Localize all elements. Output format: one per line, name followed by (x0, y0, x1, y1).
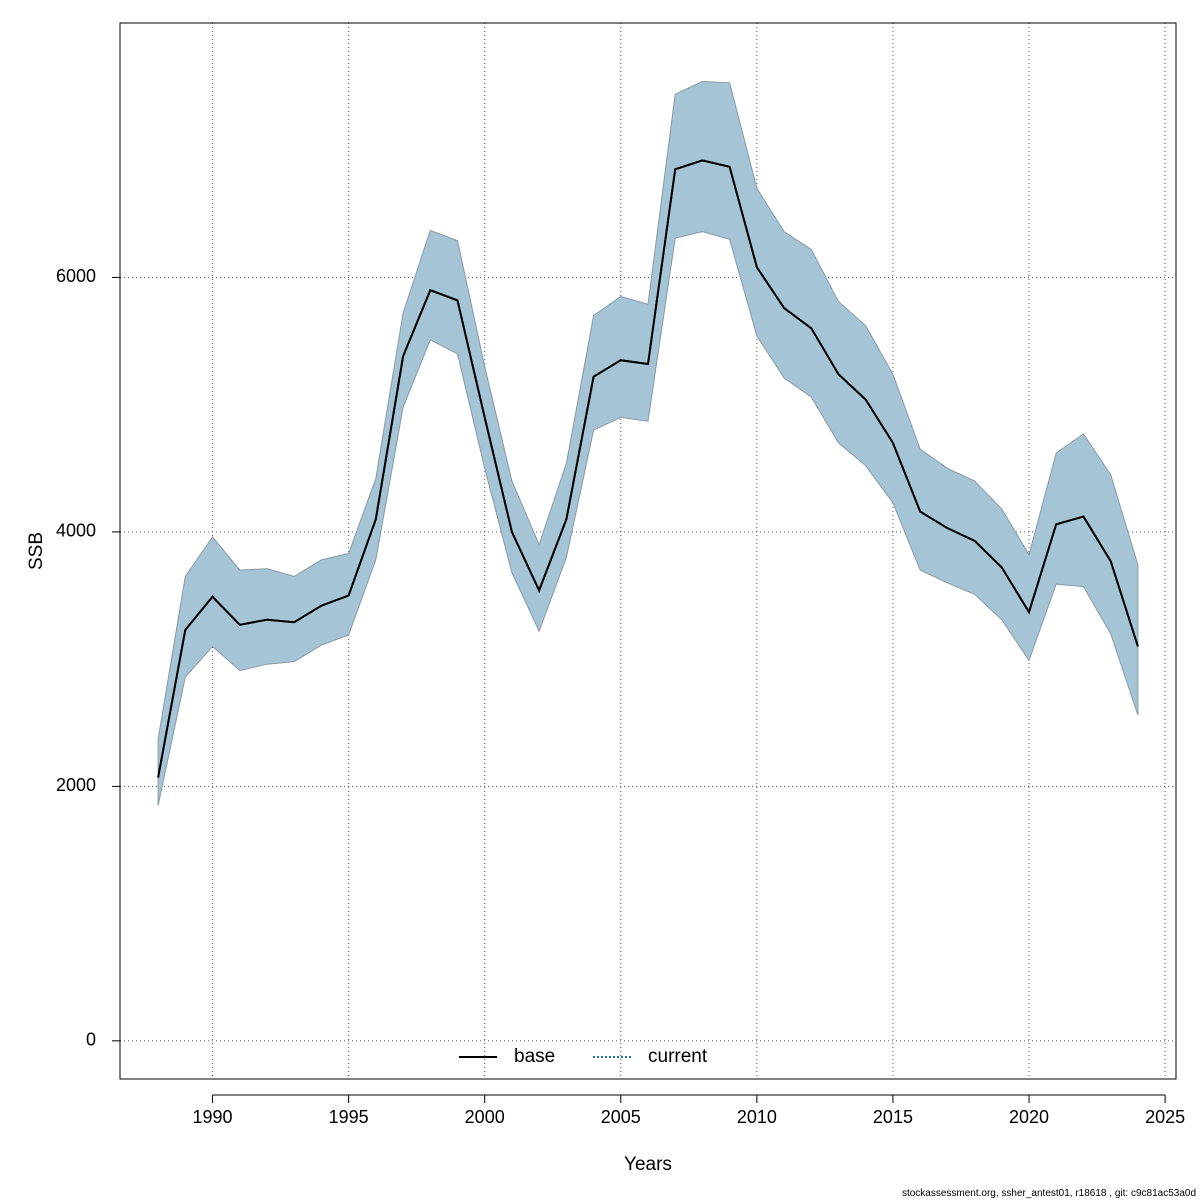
y-tick-label: 0 (86, 1030, 96, 1050)
grid-layer (120, 23, 1176, 1079)
y-tick-label: 6000 (56, 266, 96, 286)
plot-frame (119, 22, 1177, 1080)
x-tick-label: 2015 (873, 1107, 913, 1127)
axis-layer: 1990 1995 2000 2005 2010 2015 2020 2025 0 2000 400… (56, 266, 1185, 1127)
footer-note: stockassessment.org, ssher_antest01, r18… (902, 1188, 1196, 1199)
series-line-current (157, 159, 1139, 778)
x-tick-label: 1995 (329, 1107, 369, 1127)
series-line-layer (157, 159, 1139, 778)
confidence-band-layer (157, 80, 1139, 806)
legend-label-current: current (648, 1046, 708, 1067)
series-line-base (157, 159, 1139, 778)
x-axis-title: Years (624, 1154, 672, 1175)
x-tick-label: 2025 (1145, 1107, 1185, 1127)
confidence-band (157, 80, 1139, 806)
legend-label-base: base (514, 1046, 555, 1067)
x-tick-label: 2020 (1009, 1107, 1049, 1127)
y-axis-title: SSB (26, 532, 47, 570)
x-tick-label: 1990 (193, 1107, 233, 1127)
x-tick-label: 2000 (465, 1107, 505, 1127)
x-tick-label: 2005 (601, 1107, 641, 1127)
y-tick-label: 2000 (56, 775, 96, 795)
x-tick-label: 2010 (737, 1107, 777, 1127)
legend: base current (459, 1046, 708, 1067)
y-tick-label: 4000 (56, 521, 96, 541)
